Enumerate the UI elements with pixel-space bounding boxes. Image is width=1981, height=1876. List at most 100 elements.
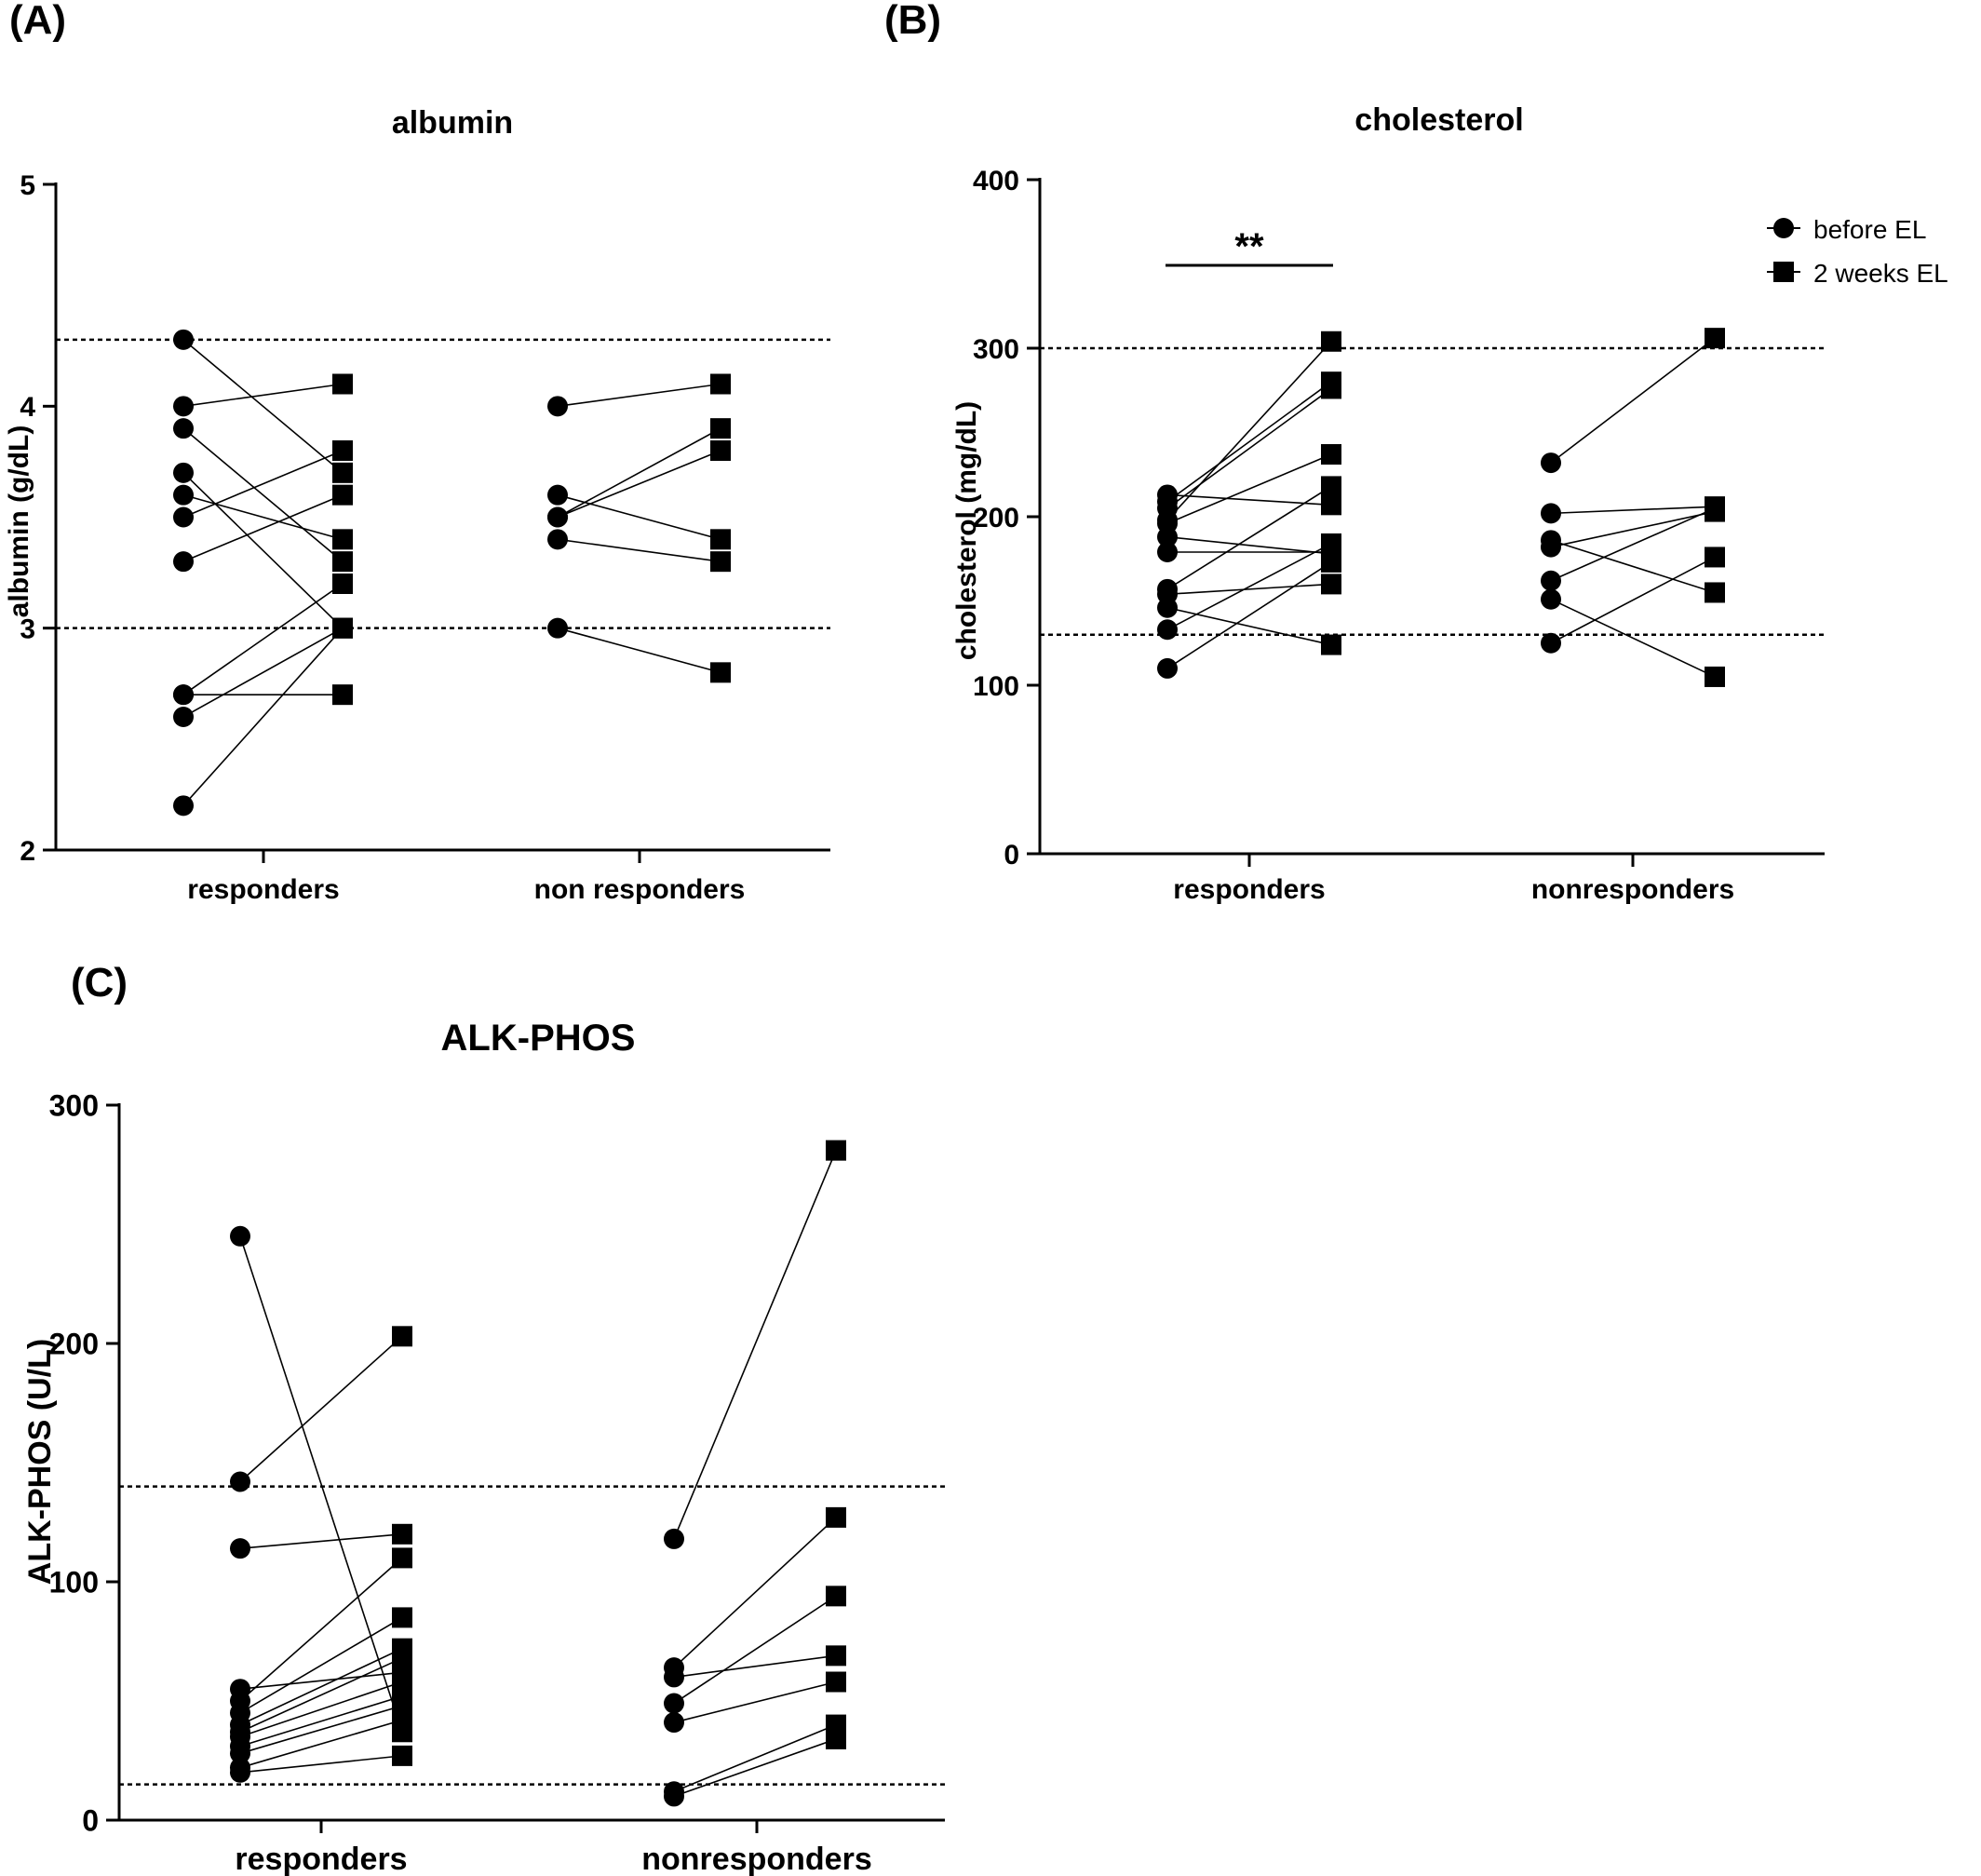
point-before — [173, 795, 194, 817]
y-tick-label: 400 — [973, 166, 1019, 196]
point-after — [332, 529, 353, 550]
pair-line — [1550, 510, 1716, 548]
point-after — [392, 1745, 412, 1766]
point-after — [826, 1728, 846, 1749]
pair-line — [1166, 561, 1332, 669]
point-before — [173, 707, 194, 727]
point-after — [826, 1140, 846, 1161]
pair-line — [239, 1671, 403, 1690]
pair-line — [1550, 556, 1716, 644]
point-after — [826, 1586, 846, 1607]
pair-line — [239, 1719, 403, 1769]
point-before — [664, 1667, 684, 1688]
y-tick-label: 200 — [973, 503, 1019, 533]
pair-line — [673, 1595, 837, 1705]
point-before — [230, 1761, 250, 1783]
y-tick-label: 300 — [973, 334, 1019, 365]
y-tick-label: 3 — [20, 614, 35, 644]
significance-annotation: ** — [1234, 226, 1264, 267]
plot-area-alk-phos: 0 100 200 300 responders nonresponders — [49, 1089, 945, 1876]
legend-marker-square — [1773, 262, 1794, 282]
point-after — [332, 484, 353, 506]
point-before — [664, 1693, 684, 1714]
pair-line — [239, 1657, 403, 1734]
point-after — [392, 1647, 412, 1668]
pair-line — [1550, 598, 1716, 678]
pair-line — [239, 1235, 403, 1733]
point-after — [392, 1523, 412, 1545]
point-before — [1157, 619, 1178, 641]
point-before — [173, 684, 194, 706]
point-before — [173, 396, 194, 417]
pair-line — [182, 450, 344, 519]
x-tick-label: responders — [235, 1842, 407, 1876]
point-before — [173, 484, 194, 506]
chart-title-alk-phos: ALK-PHOS — [441, 1018, 636, 1059]
point-before — [1541, 570, 1561, 591]
point-before — [1157, 597, 1178, 618]
chart-title-albumin: albumin — [392, 105, 513, 141]
legend-marker-circle — [1773, 218, 1794, 238]
point-before — [547, 506, 568, 528]
panel-label-a: (A) — [9, 0, 66, 43]
point-after — [392, 1326, 412, 1347]
point-before — [230, 1225, 250, 1247]
point-after — [826, 1671, 846, 1693]
pair-line — [239, 1755, 403, 1774]
point-after — [1321, 378, 1341, 399]
pair-line — [1166, 535, 1332, 555]
point-after — [826, 1645, 846, 1667]
panel-c: (C) ALK-PHOS ALK-PHOS (U/L) 0 100 200 300 re… — [22, 960, 945, 1876]
pair-line — [239, 1680, 403, 1738]
pair-line — [239, 1647, 403, 1726]
y-tick-label: 0 — [1004, 840, 1019, 871]
pair-line — [1166, 341, 1332, 521]
point-before — [664, 1786, 684, 1807]
pair-line — [1166, 543, 1332, 630]
point-before — [547, 484, 568, 506]
point-after — [392, 1547, 412, 1569]
point-after — [1321, 444, 1341, 466]
y-tick-label: 0 — [82, 1804, 99, 1838]
pair-line — [1550, 507, 1716, 582]
panel-a: (A) albumin albumin (g/dL) 2 3 4 5 responder… — [4, 0, 830, 905]
pair-line — [182, 339, 344, 474]
point-before — [547, 396, 568, 417]
y-tick-label: 100 — [49, 1566, 99, 1599]
pair-line — [239, 1533, 403, 1549]
point-after — [1321, 574, 1341, 595]
point-after — [1321, 494, 1341, 516]
pair-line — [557, 627, 721, 674]
pair-line — [182, 383, 344, 408]
pair-line — [182, 493, 344, 541]
pair-line — [1166, 381, 1332, 503]
pair-line — [1166, 583, 1332, 596]
pair-line — [239, 1695, 403, 1748]
y-tick-label: 2 — [20, 836, 35, 867]
point-before — [547, 529, 568, 550]
point-before — [547, 617, 568, 639]
pair-line — [239, 1616, 403, 1714]
pair-line — [1550, 506, 1716, 515]
point-before — [1541, 588, 1561, 610]
pair-line — [673, 1680, 837, 1723]
panel-label-b: (B) — [884, 0, 941, 43]
point-after — [1705, 666, 1725, 687]
point-before — [173, 506, 194, 528]
point-after — [710, 551, 731, 573]
point-after — [710, 662, 731, 683]
point-after — [332, 551, 353, 573]
panel-b: (B) cholesterol cholesterol (mg/dL) 0 100… — [884, 0, 1948, 905]
y-tick-label: 5 — [20, 170, 35, 201]
point-after — [826, 1506, 846, 1528]
point-after — [1705, 582, 1725, 603]
point-before — [664, 1712, 684, 1734]
point-before — [230, 1471, 250, 1492]
y-axis-label-albumin: albumin (g/dL) — [4, 425, 34, 618]
pair-line — [182, 493, 344, 562]
pair-line — [1550, 337, 1716, 464]
pair-line — [239, 1705, 403, 1755]
point-after — [1321, 634, 1341, 655]
